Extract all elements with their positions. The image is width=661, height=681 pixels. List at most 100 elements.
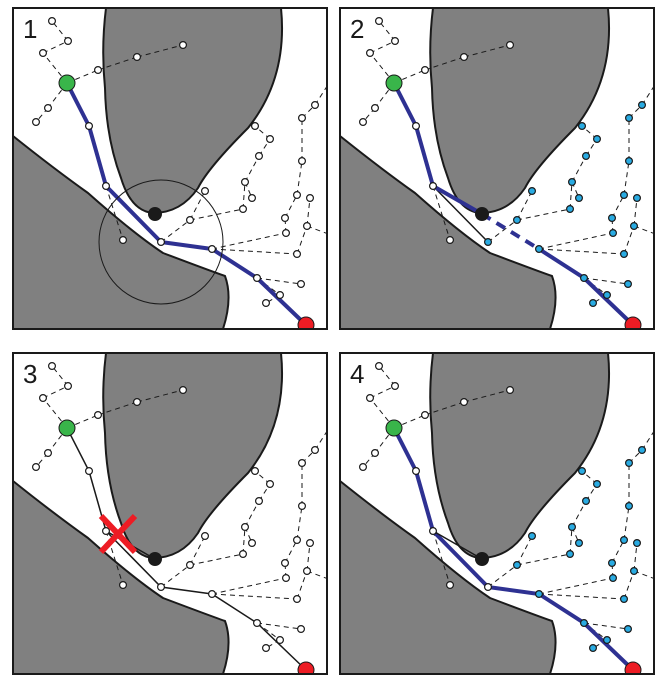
tree-edge bbox=[296, 570, 308, 600]
tree-node bbox=[293, 191, 302, 200]
best-path-tail bbox=[487, 585, 635, 672]
tree-edge bbox=[569, 526, 573, 555]
tree-edge bbox=[571, 500, 587, 528]
rewired-node bbox=[593, 479, 602, 488]
tree-edge bbox=[51, 365, 69, 387]
tree-edge bbox=[583, 277, 629, 285]
tree-node bbox=[411, 121, 420, 130]
rewired-node bbox=[655, 77, 661, 84]
panel-frame bbox=[339, 7, 655, 330]
rewired-node bbox=[589, 644, 598, 653]
rewired-node bbox=[655, 232, 661, 239]
tree-edge bbox=[611, 194, 625, 219]
tree-node bbox=[303, 222, 312, 231]
tree-node bbox=[328, 232, 335, 239]
tree-node bbox=[84, 121, 93, 130]
rewired-node bbox=[608, 559, 617, 568]
best-path bbox=[392, 427, 490, 589]
rewired-node bbox=[625, 458, 634, 467]
tree-edge bbox=[306, 197, 311, 227]
tree-node bbox=[47, 362, 56, 371]
tree-node bbox=[371, 448, 380, 457]
rewired-node bbox=[633, 194, 642, 203]
tree-node bbox=[298, 458, 307, 467]
rewired-node bbox=[630, 222, 639, 231]
tree-edge bbox=[369, 397, 395, 429]
tree-edge bbox=[42, 40, 69, 54]
tree-node bbox=[266, 479, 275, 488]
tree-edge bbox=[189, 535, 206, 566]
green-start-node-icon bbox=[385, 419, 403, 437]
tree-node bbox=[374, 362, 383, 371]
red-x-cross-icon bbox=[98, 513, 138, 555]
tree-edge bbox=[189, 553, 244, 566]
tree-node bbox=[241, 178, 250, 187]
rewired-node bbox=[484, 238, 493, 247]
neighborhood-circle bbox=[98, 179, 224, 305]
tree-edge bbox=[623, 225, 635, 255]
tree-node bbox=[208, 590, 217, 599]
green-start-node-icon bbox=[385, 74, 403, 92]
tree-node bbox=[118, 581, 127, 590]
tree-node bbox=[253, 274, 262, 283]
rewired-node bbox=[582, 152, 591, 161]
tree-edge bbox=[641, 85, 654, 106]
panel-3: 3 bbox=[12, 352, 328, 675]
tree-edge bbox=[424, 401, 465, 416]
tree-node bbox=[371, 103, 380, 112]
tree-node bbox=[186, 561, 195, 570]
tree-edge bbox=[105, 185, 124, 241]
tree-node bbox=[303, 567, 312, 576]
tree-node bbox=[390, 37, 399, 46]
rewired-node bbox=[620, 191, 629, 200]
rewired-node bbox=[593, 134, 602, 143]
new-edge bbox=[432, 184, 483, 216]
tree-edge bbox=[516, 190, 533, 221]
tree-node bbox=[298, 113, 307, 122]
tree-edge bbox=[314, 430, 327, 451]
tree-edge bbox=[306, 542, 311, 572]
rewired-node bbox=[528, 532, 537, 541]
tree-node bbox=[208, 245, 217, 254]
old-edge bbox=[432, 530, 483, 560]
tree-edge bbox=[633, 542, 638, 572]
tree-node bbox=[179, 385, 188, 394]
tree-edge bbox=[424, 56, 465, 71]
tree-node bbox=[241, 523, 250, 532]
tree-node bbox=[359, 117, 368, 126]
tree-node bbox=[293, 536, 302, 545]
tree-node bbox=[32, 117, 41, 126]
tree-node bbox=[445, 236, 454, 245]
tree-edge bbox=[611, 539, 625, 564]
tree-edge bbox=[393, 69, 426, 84]
tree-edge bbox=[42, 52, 68, 84]
tree-node bbox=[293, 595, 302, 604]
tree-node bbox=[428, 182, 437, 191]
panel-2: 2 bbox=[339, 7, 661, 330]
red-goal-node-icon bbox=[624, 316, 642, 329]
rewired-node bbox=[568, 523, 577, 532]
black-new-node-icon bbox=[475, 552, 489, 566]
tree-node bbox=[311, 100, 320, 109]
rewired-node bbox=[575, 539, 584, 548]
tree-node bbox=[420, 410, 429, 419]
tree-edge bbox=[51, 20, 69, 42]
rewired-node bbox=[575, 194, 584, 203]
red-goal-node-icon bbox=[624, 661, 642, 674]
tree-node bbox=[201, 532, 210, 541]
tree-edge bbox=[66, 414, 99, 429]
tree-edge bbox=[160, 564, 191, 588]
rewired-node bbox=[625, 113, 634, 122]
rewired-node bbox=[638, 445, 647, 454]
rewired-node bbox=[566, 205, 575, 214]
tree-node bbox=[132, 397, 141, 406]
tree-edge bbox=[516, 553, 571, 566]
tree-edge bbox=[42, 385, 69, 399]
tree-node bbox=[297, 280, 306, 289]
tree-edge bbox=[623, 160, 630, 196]
tree-node bbox=[201, 187, 210, 196]
tree-node bbox=[459, 397, 468, 406]
panel-frame bbox=[339, 352, 655, 675]
rewired-node bbox=[578, 121, 587, 130]
rewired-node bbox=[528, 187, 537, 196]
